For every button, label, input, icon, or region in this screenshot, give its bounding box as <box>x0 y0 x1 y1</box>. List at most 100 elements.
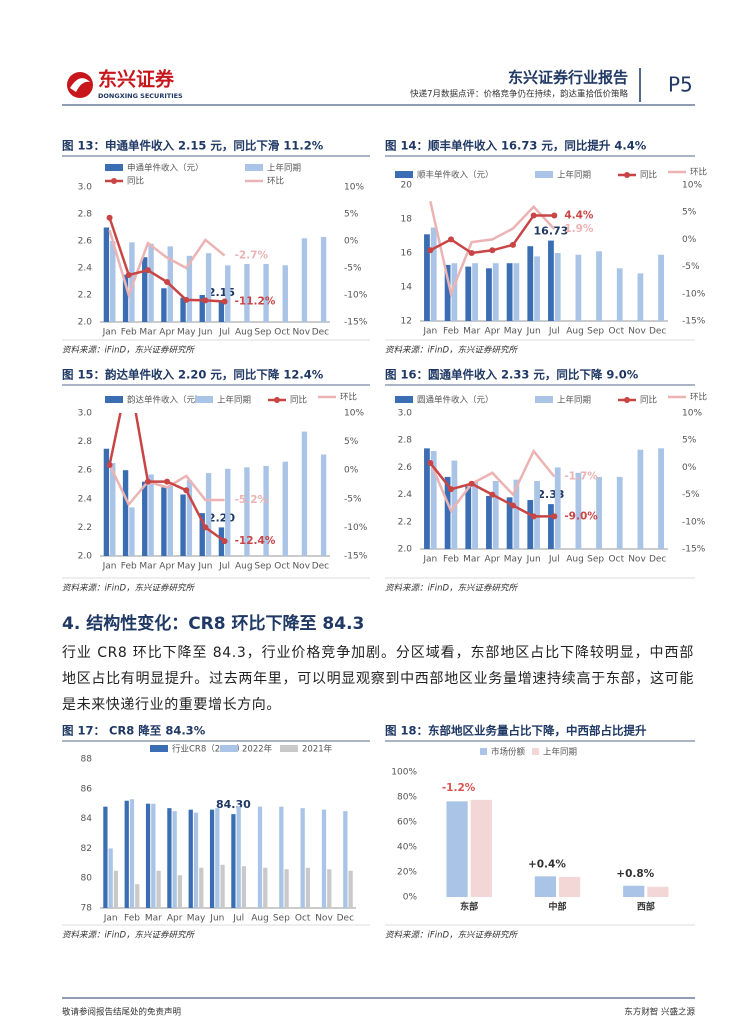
y2-tick-label: 10% <box>344 409 364 419</box>
bar <box>161 487 167 556</box>
y-tick-label: 78 <box>81 904 93 914</box>
bar <box>156 870 161 908</box>
bar <box>257 806 263 908</box>
bar <box>465 266 472 321</box>
line <box>429 448 556 514</box>
legend-marker <box>624 172 630 178</box>
bar <box>148 243 154 322</box>
bar <box>513 479 520 549</box>
y2-tick-label: 0% <box>682 235 697 245</box>
bar <box>575 254 582 321</box>
bar <box>548 240 554 321</box>
y-tick-label: 2.2 <box>78 291 92 301</box>
x-tick-label: Sep <box>587 555 604 565</box>
bar <box>305 867 311 908</box>
legend-swatch <box>245 164 263 171</box>
bar <box>534 876 556 897</box>
x-tick-label: Oct <box>295 914 311 924</box>
y2-tick-label: -10% <box>344 523 368 533</box>
bar <box>320 454 327 556</box>
x-tick-label: Jun <box>197 562 212 572</box>
bar <box>193 812 199 908</box>
legend-label: 上年同期 <box>557 395 591 406</box>
line-marker <box>510 241 516 248</box>
line-marker <box>489 247 496 254</box>
legend-swatch <box>535 396 553 403</box>
x-tick-label: Apr <box>485 555 501 565</box>
y-tick-label: 86 <box>81 784 93 794</box>
legend-swatch <box>150 745 168 752</box>
legend-marker <box>111 178 117 184</box>
bar <box>122 470 129 556</box>
x-tick-label: Aug <box>251 914 269 924</box>
bar <box>616 268 623 321</box>
bar <box>623 885 645 897</box>
x-tick-label: Feb <box>443 555 459 565</box>
x-tick-label: Jul <box>232 914 244 924</box>
bar <box>263 465 269 556</box>
bar <box>180 494 186 556</box>
y2-tick-label: -5% <box>682 490 700 500</box>
legend-label: 上年同期 <box>543 747 577 758</box>
legend-marker <box>624 397 630 403</box>
bar <box>186 255 193 322</box>
bar <box>554 467 561 549</box>
y-tick-label: 2.8 <box>78 437 93 447</box>
y2-tick-label: 10% <box>682 409 702 419</box>
bar <box>465 486 472 549</box>
legend-label: 同比 <box>640 170 657 181</box>
y-tick-label: 20 <box>401 181 413 191</box>
y-tick-label: 2.8 <box>398 436 413 446</box>
bar <box>241 866 247 908</box>
line-marker <box>183 487 190 494</box>
line-marker <box>448 236 454 243</box>
y2-tick-label: 0% <box>682 463 697 473</box>
bar <box>103 448 110 556</box>
line <box>429 201 556 299</box>
disclaimer: 敬请参阅报告结尾处的免责声明 <box>62 1007 181 1018</box>
x-tick-label: Oct <box>274 562 290 572</box>
bar <box>548 504 554 549</box>
x-tick-label: Sep <box>254 562 271 572</box>
bar <box>205 253 212 322</box>
legend-label: 环比 <box>690 167 707 178</box>
x-tick-label: Nov <box>628 327 646 337</box>
bar <box>177 875 183 908</box>
line-marker <box>530 212 537 219</box>
y2-tick-label: 5% <box>344 437 359 447</box>
x-tick-label: Nov <box>292 562 310 572</box>
legend-label: 市场份额 <box>491 747 526 758</box>
bar <box>534 256 540 321</box>
bar <box>145 803 151 908</box>
bar <box>180 297 186 322</box>
line-marker <box>202 524 209 531</box>
bar <box>167 485 173 556</box>
bar <box>129 242 135 322</box>
legend-swatch <box>105 396 123 403</box>
bar <box>348 870 353 908</box>
legend-label: 环比 <box>690 392 707 403</box>
y-tick-label: 2.4 <box>78 264 93 274</box>
chart-source: 资料来源：iFinD，东兴证券研究所 <box>385 345 519 356</box>
legend-label: 同比 <box>640 395 657 406</box>
legend-label: 上年同期 <box>557 170 591 181</box>
x-tick-label: Jun <box>209 914 224 924</box>
bar <box>172 811 177 908</box>
line-marker <box>468 250 475 256</box>
line-marker <box>221 538 228 545</box>
bar <box>472 481 478 549</box>
y2-tick-label: -10% <box>682 517 706 527</box>
y-tick-label: 2.0 <box>78 552 93 562</box>
line-marker <box>106 214 113 221</box>
bar <box>279 806 284 908</box>
bar <box>658 448 664 549</box>
bar <box>225 468 231 556</box>
y-tick-label: 2.2 <box>78 523 92 533</box>
legend-label: 环比 <box>267 176 284 187</box>
line-marker <box>164 279 171 286</box>
bar <box>343 811 348 908</box>
y2-tick-label: 5% <box>682 208 697 218</box>
bar <box>300 808 305 908</box>
legend-swatch <box>395 171 413 178</box>
x-tick-label: Aug <box>235 562 253 572</box>
